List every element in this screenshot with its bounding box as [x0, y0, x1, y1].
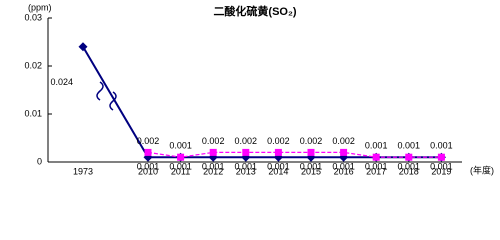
x-tick-label: 2019: [431, 166, 451, 176]
x-tick-label: 2012: [203, 166, 223, 176]
x-tick-label: 2013: [236, 166, 256, 176]
data-label: 0.001: [235, 162, 258, 172]
marker: [209, 148, 217, 156]
x-tick-label: 1973: [73, 166, 93, 176]
marker: [372, 153, 380, 161]
data-label: 0.001: [332, 162, 355, 172]
marker: [405, 153, 413, 161]
marker: [340, 148, 348, 156]
data-label: 0.001: [169, 141, 192, 151]
marker: [177, 153, 185, 161]
data-label: 0.002: [202, 136, 225, 146]
x-tick-label: 2014: [268, 166, 288, 176]
marker: [274, 148, 282, 156]
page: {"chart_data": {"type": "line", "title":…: [24, 2, 494, 177]
data-label: 0.002: [137, 136, 160, 146]
marker: [307, 148, 315, 156]
data-label: 0.001: [365, 141, 388, 151]
chart-title: 二酸化硫黄(SO₂): [213, 4, 296, 18]
x-tick-label: 2017: [366, 166, 386, 176]
data-label: 0.001: [430, 162, 453, 172]
y-tick-label: 0.03: [24, 12, 42, 22]
data-label: 0.001: [398, 162, 421, 172]
x-tick-label: 2018: [399, 166, 419, 176]
x-unit: (年度): [470, 164, 494, 175]
data-label: 0.002: [267, 136, 290, 146]
axis-break: [96, 81, 117, 111]
y-tick-label: 0.01: [24, 108, 42, 118]
marker: [242, 148, 250, 156]
chart: 二酸化硫黄(SO₂) (ppm) (年度) 0 0.01 0.02 0.03 1973 2…: [24, 2, 494, 176]
data-label: 0.001: [398, 141, 421, 151]
x-tick-label: 2011: [171, 166, 190, 176]
marker: [144, 148, 152, 156]
x-tick-label: 2010: [138, 166, 158, 176]
y-unit: (ppm): [28, 2, 52, 12]
marker: [78, 42, 88, 52]
data-label: 0.001: [365, 162, 388, 172]
y-tick-label: 0: [37, 156, 42, 166]
data-label: 0.001: [267, 162, 290, 172]
series-line: [147, 151, 442, 158]
data-label: 0.001: [300, 162, 323, 172]
data-label: 0.024: [50, 77, 73, 87]
data-label: 0.002: [300, 136, 323, 146]
data-label: 0.001: [202, 162, 225, 172]
data-label: 0.001: [137, 162, 160, 172]
data-label: 0.001: [169, 162, 192, 172]
data-label: 0.002: [235, 136, 258, 146]
x-tick-label: 2016: [334, 166, 354, 176]
data-label: 0.002: [332, 136, 355, 146]
data-label: 0.001: [430, 141, 453, 151]
x-tick-label: 2015: [301, 166, 321, 176]
marker: [437, 153, 445, 161]
y-tick-label: 0.02: [24, 60, 42, 70]
